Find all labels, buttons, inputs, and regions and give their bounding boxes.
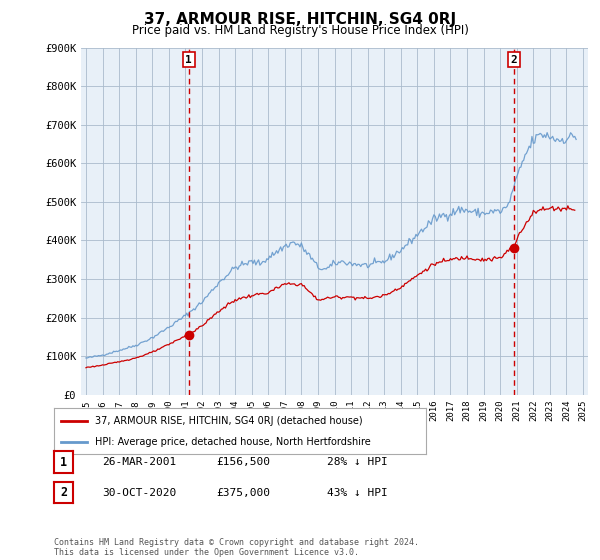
Text: £156,500: £156,500 xyxy=(216,457,270,467)
Text: £375,000: £375,000 xyxy=(216,488,270,498)
Text: 2: 2 xyxy=(60,486,67,500)
Text: 26-MAR-2001: 26-MAR-2001 xyxy=(102,457,176,467)
Text: Price paid vs. HM Land Registry's House Price Index (HPI): Price paid vs. HM Land Registry's House … xyxy=(131,24,469,36)
Text: Contains HM Land Registry data © Crown copyright and database right 2024.
This d: Contains HM Land Registry data © Crown c… xyxy=(54,538,419,557)
Text: 43% ↓ HPI: 43% ↓ HPI xyxy=(327,488,388,498)
Text: 1: 1 xyxy=(60,455,67,469)
Text: 2: 2 xyxy=(511,54,517,64)
Text: 30-OCT-2020: 30-OCT-2020 xyxy=(102,488,176,498)
Text: HPI: Average price, detached house, North Hertfordshire: HPI: Average price, detached house, Nort… xyxy=(95,437,371,447)
Text: 37, ARMOUR RISE, HITCHIN, SG4 0RJ (detached house): 37, ARMOUR RISE, HITCHIN, SG4 0RJ (detac… xyxy=(95,416,362,426)
Text: 28% ↓ HPI: 28% ↓ HPI xyxy=(327,457,388,467)
Text: 37, ARMOUR RISE, HITCHIN, SG4 0RJ: 37, ARMOUR RISE, HITCHIN, SG4 0RJ xyxy=(144,12,456,27)
Text: 1: 1 xyxy=(185,54,192,64)
